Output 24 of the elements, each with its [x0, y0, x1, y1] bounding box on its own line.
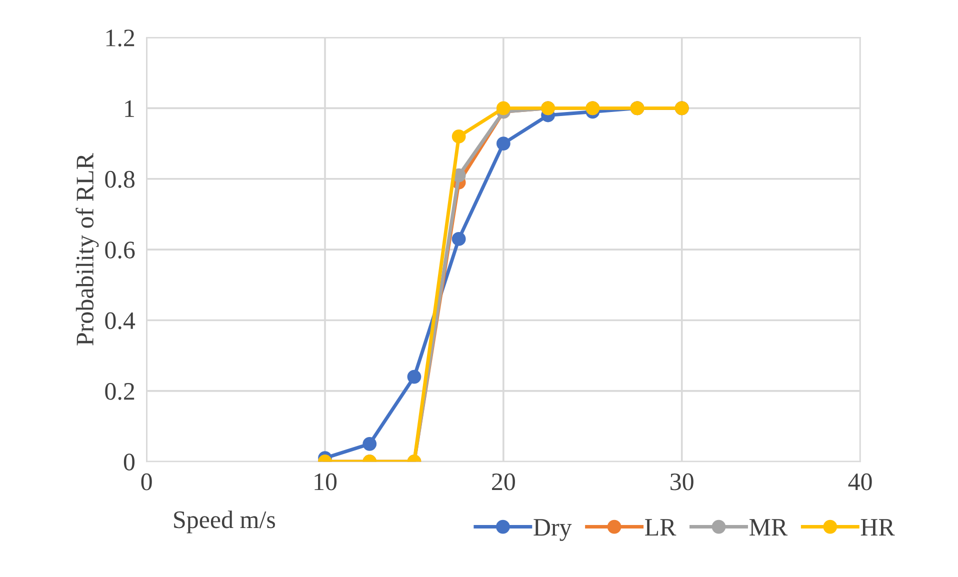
point: [452, 130, 466, 144]
y-tick-label: 0: [124, 454, 135, 471]
y-tick-label: 1.2: [106, 30, 134, 47]
y-tick-label: 0.4: [105, 312, 136, 330]
y-tick-label: 0.8: [105, 170, 135, 188]
point: [452, 232, 466, 246]
point: [362, 436, 377, 451]
y-tick-label: 0.2: [105, 382, 134, 400]
legend-label: Dry: [534, 519, 572, 541]
point: [496, 101, 510, 116]
legend-label: MR: [749, 519, 788, 536]
y-tick-label: 0.6: [105, 242, 135, 259]
x-tick-label: 20: [492, 473, 515, 490]
x-tick-label: 40: [848, 473, 872, 490]
legend-label: HR: [860, 519, 895, 536]
y-axis-title: Probability of RLR: [76, 153, 99, 346]
y-tick-label: 1: [125, 100, 134, 117]
x-tick-label: 10: [314, 473, 337, 490]
legend-label: LR: [645, 519, 676, 536]
x-tick-label: 30: [670, 473, 694, 490]
point: [407, 370, 422, 384]
x-axis-title: Speed m/s: [174, 510, 275, 534]
point: [496, 136, 510, 150]
x-tick-label: 0: [141, 473, 152, 490]
